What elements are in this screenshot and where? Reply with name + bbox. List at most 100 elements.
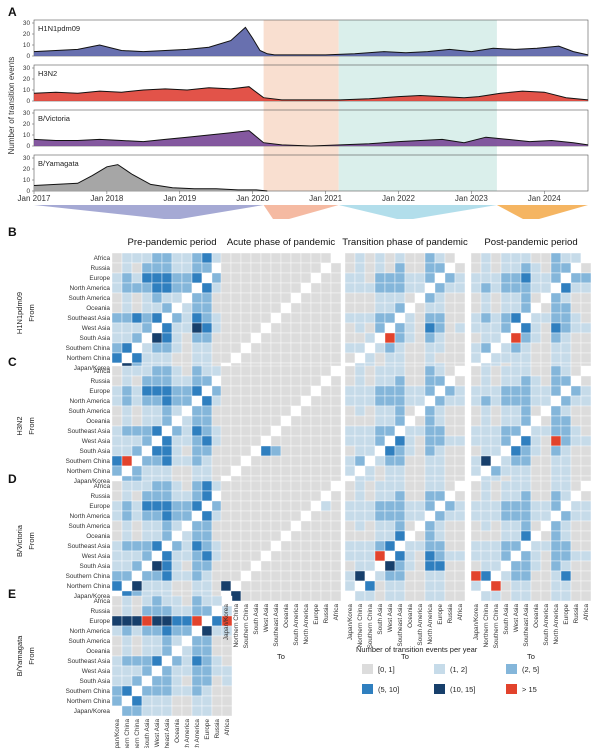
col-label: Oceania bbox=[407, 604, 414, 628]
heatmap-cell bbox=[220, 395, 232, 407]
heatmap-cell bbox=[404, 302, 416, 314]
row-label: Russia bbox=[90, 378, 110, 385]
heatmap-cell bbox=[414, 540, 426, 552]
heatmap-cell bbox=[454, 425, 466, 437]
heatmap-cell bbox=[131, 365, 143, 377]
series-label: H1N1pdm09 bbox=[38, 24, 80, 33]
heatmap-cell bbox=[151, 580, 163, 592]
heatmap-cell bbox=[121, 415, 133, 427]
heatmap-cell bbox=[470, 252, 482, 264]
heatmap-cell bbox=[330, 385, 342, 397]
heatmap-cell bbox=[230, 292, 242, 304]
heatmap-cell bbox=[310, 445, 322, 457]
heatmap-cell bbox=[250, 590, 262, 602]
heatmap-cell bbox=[374, 500, 386, 512]
heatmap-cell bbox=[580, 445, 592, 457]
heatmap-cell bbox=[510, 365, 522, 377]
heatmap-cell bbox=[161, 302, 173, 314]
heatmap-cell bbox=[434, 365, 446, 377]
heatmap-cell bbox=[580, 272, 592, 284]
row-label: Japan/Korea bbox=[74, 478, 111, 485]
heatmap-cell bbox=[171, 252, 183, 264]
heatmap-cell bbox=[220, 520, 232, 532]
y-tick-label: 30 bbox=[23, 155, 31, 162]
heatmap-cell bbox=[510, 282, 522, 294]
col-label: Africa bbox=[224, 719, 231, 736]
heatmap-cell bbox=[191, 445, 203, 457]
heatmap-cell bbox=[240, 500, 252, 512]
heatmap-cell bbox=[290, 590, 302, 602]
heatmap-cell bbox=[540, 405, 552, 417]
heatmap-cell bbox=[510, 272, 522, 284]
heatmap-cell bbox=[181, 500, 193, 512]
heatmap-cell bbox=[364, 550, 376, 562]
heatmap-cell bbox=[260, 510, 272, 522]
heatmap-cell bbox=[211, 395, 223, 407]
heatmap-cell bbox=[220, 560, 232, 572]
heatmap-cell bbox=[201, 342, 213, 354]
heatmap-cell bbox=[111, 405, 123, 417]
heatmap-cell bbox=[490, 500, 502, 512]
heatmap-cell bbox=[374, 252, 386, 264]
heatmap-cell bbox=[111, 595, 123, 607]
heatmap-cell bbox=[364, 252, 376, 264]
heatmap-cell bbox=[111, 455, 123, 467]
heatmap-cell bbox=[300, 375, 312, 387]
heatmap-cell bbox=[434, 520, 446, 532]
heatmap-cell bbox=[171, 665, 183, 677]
heatmap-cell bbox=[131, 425, 143, 437]
heatmap-cell bbox=[171, 352, 183, 364]
heatmap-cell bbox=[560, 570, 572, 582]
heatmap-cell bbox=[580, 540, 592, 552]
heatmap-cell bbox=[181, 550, 193, 562]
heatmap-cell bbox=[161, 560, 173, 572]
heatmap-cell bbox=[404, 262, 416, 274]
heatmap-cell bbox=[434, 570, 446, 582]
heatmap-cell bbox=[424, 352, 436, 364]
phase-shading-2 bbox=[338, 20, 497, 191]
heatmap-cell bbox=[550, 590, 562, 602]
heatmap-cell bbox=[240, 385, 252, 397]
heatmap-cell bbox=[570, 580, 582, 592]
heatmap-cell bbox=[181, 282, 193, 294]
heatmap-cell bbox=[470, 395, 482, 407]
heatmap-cell bbox=[111, 312, 123, 324]
heatmap-cell bbox=[161, 352, 173, 364]
heatmap-cell bbox=[211, 695, 223, 707]
heatmap-cell bbox=[151, 510, 163, 522]
heatmap-cell bbox=[151, 625, 163, 637]
heatmap-cell bbox=[530, 312, 542, 324]
heatmap-cell bbox=[364, 282, 376, 294]
heatmap-cell bbox=[434, 445, 446, 457]
heatmap-cell bbox=[280, 352, 292, 364]
heatmap-cell bbox=[280, 365, 292, 377]
heatmap-cell bbox=[454, 405, 466, 417]
heatmap-cell bbox=[300, 252, 312, 264]
heatmap-cell bbox=[201, 415, 213, 427]
heatmap-cell bbox=[131, 322, 143, 334]
heatmap-cell bbox=[151, 322, 163, 334]
heatmap-cell bbox=[111, 480, 123, 492]
heatmap-H3N2-3 bbox=[470, 365, 592, 487]
heatmap-cell bbox=[570, 550, 582, 562]
heatmap-cell bbox=[260, 332, 272, 344]
heatmap-cell bbox=[490, 550, 502, 562]
heatmap-cell bbox=[230, 480, 242, 492]
heatmap-cell bbox=[434, 590, 446, 602]
heatmap-cell bbox=[111, 645, 123, 657]
heatmap-cell bbox=[414, 342, 426, 354]
heatmap-cell bbox=[330, 590, 342, 602]
heatmap-cell bbox=[171, 695, 183, 707]
heatmap-cell bbox=[290, 550, 302, 562]
heatmap-cell bbox=[330, 282, 342, 294]
heatmap-cell bbox=[191, 375, 203, 387]
col-label: Northern China bbox=[124, 719, 131, 748]
heatmap-cell bbox=[131, 580, 143, 592]
heatmap-cell bbox=[280, 540, 292, 552]
heatmap-cell bbox=[201, 332, 213, 344]
heatmap-cell bbox=[394, 570, 406, 582]
heatmap-cell bbox=[151, 312, 163, 324]
heatmap-cell bbox=[490, 385, 502, 397]
subtype-label: B/Victoria bbox=[15, 524, 24, 557]
col-label: Southern China bbox=[493, 604, 500, 649]
